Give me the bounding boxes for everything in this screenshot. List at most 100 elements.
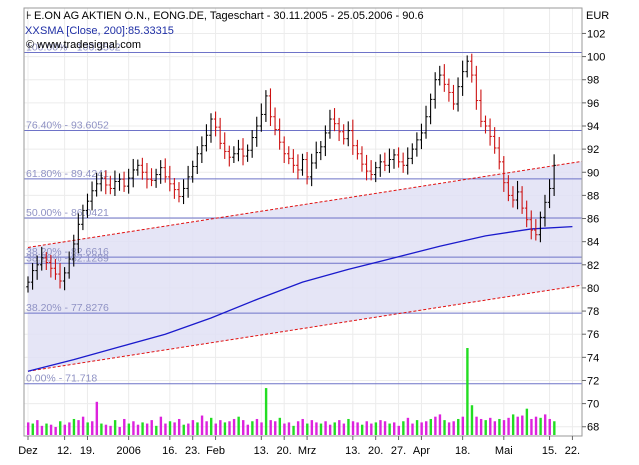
volume-bar	[507, 417, 510, 435]
price-bar	[543, 194, 547, 227]
x-tick-label: 13.	[254, 445, 269, 457]
volume-bar	[516, 416, 519, 435]
price-bar	[190, 160, 195, 183]
volume-bar	[493, 421, 497, 435]
price-bar	[451, 84, 456, 110]
volume-bar	[68, 422, 71, 435]
volume-bar	[310, 420, 314, 435]
price-bar	[524, 200, 529, 228]
y-axis: 68 70 72 74 76 78 80 82 84 86 88 90 92 94 96 98 100 102	[582, 28, 605, 434]
chart-header: ⊦ E.ON AG AKTIEN O.N., EONG.DE, Tagescha…	[25, 10, 424, 51]
price-bar	[264, 90, 268, 122]
volume-bar	[438, 414, 442, 435]
fibonacci-label: 100.00% - 100.3562	[26, 41, 121, 53]
volume-bar	[402, 421, 405, 435]
volume-bar	[374, 422, 378, 435]
volume-bar	[489, 417, 492, 435]
volume-bar	[383, 421, 387, 435]
volume-bar	[319, 423, 323, 435]
volume-bar	[388, 423, 391, 435]
volume-bar	[365, 421, 368, 435]
price-bar	[552, 154, 556, 196]
volume-bar	[443, 420, 446, 435]
volume-bar	[420, 422, 423, 435]
volume-bar	[173, 422, 176, 435]
price-bar	[515, 180, 520, 210]
volume-bar	[109, 425, 112, 435]
price-bar	[511, 186, 515, 208]
y-tick-label: 88	[587, 190, 599, 202]
price-bar	[30, 263, 35, 290]
price-bar	[360, 146, 364, 172]
price-bar	[236, 139, 241, 162]
price-bar	[76, 213, 81, 254]
volume-bar	[296, 421, 300, 435]
price-bar	[387, 148, 392, 173]
price-bar	[131, 158, 136, 188]
price-bar	[506, 175, 511, 202]
volume-bar	[484, 420, 487, 435]
upper-channel-line	[27, 160, 582, 248]
price-bar	[474, 65, 479, 110]
price-bar	[355, 139, 360, 160]
price-bar	[328, 109, 332, 139]
volume-bar	[264, 388, 268, 435]
price-bar	[177, 182, 181, 203]
price-bar	[383, 152, 387, 172]
volume-bar	[525, 408, 529, 435]
price-bar	[140, 157, 145, 180]
volume-bar	[123, 418, 126, 435]
price-bar	[286, 146, 291, 165]
volume-bar	[324, 421, 327, 435]
volume-bar	[411, 423, 414, 435]
price-bar	[447, 78, 451, 102]
x-tick-label: 23.	[185, 445, 200, 457]
volume-bar	[237, 416, 240, 435]
volume-bar	[479, 418, 483, 435]
price-bar	[410, 143, 415, 165]
price-bar	[250, 130, 254, 158]
sma-legend: SMA [Close, 200]:85.33315	[40, 25, 174, 37]
x-tick-label: 22.	[565, 445, 580, 457]
y-tick-label: 80	[587, 283, 599, 295]
y-tick-label: 90	[587, 167, 599, 179]
price-bar	[99, 172, 103, 192]
price-bar	[136, 159, 140, 176]
volume-bar	[447, 422, 451, 435]
x-tick-label: 2006	[116, 445, 140, 457]
volume-bar	[77, 420, 80, 435]
price-bar	[273, 107, 277, 136]
volume-bar	[164, 423, 167, 435]
x-tick-label: 20.	[277, 445, 292, 457]
y-tick-label: 82	[587, 260, 599, 272]
price-bar	[154, 168, 158, 188]
price-bar	[305, 152, 309, 185]
volume-bar	[242, 420, 245, 435]
price-bar	[309, 153, 314, 187]
volume-bar	[200, 415, 204, 435]
volume-bar	[539, 417, 542, 435]
price-bar	[392, 149, 396, 169]
price-bar	[186, 165, 190, 198]
price-bar	[460, 60, 465, 96]
volume-bar	[168, 421, 172, 435]
price-bar	[245, 144, 250, 162]
volume-bar	[278, 417, 282, 435]
volume-bar	[246, 424, 249, 435]
lower-channel-line	[27, 284, 582, 372]
price-bar	[181, 179, 186, 205]
volume-bar	[136, 424, 140, 435]
volume-bar	[251, 421, 254, 435]
volume-bar	[210, 417, 213, 435]
volume-bar	[81, 416, 85, 435]
chart-title: E.ON AG AKTIEN O.N., EONG.DE, Tageschart…	[34, 10, 424, 22]
volume-bar	[498, 418, 501, 435]
y-tick-label: 102	[587, 28, 605, 40]
volume-bar	[351, 421, 355, 435]
y-tick-label: 74	[587, 352, 599, 364]
volume-bar	[393, 422, 396, 435]
price-bar	[492, 127, 497, 154]
volume-bars	[27, 348, 556, 435]
price-bar	[433, 72, 437, 109]
price-bar	[58, 263, 62, 289]
